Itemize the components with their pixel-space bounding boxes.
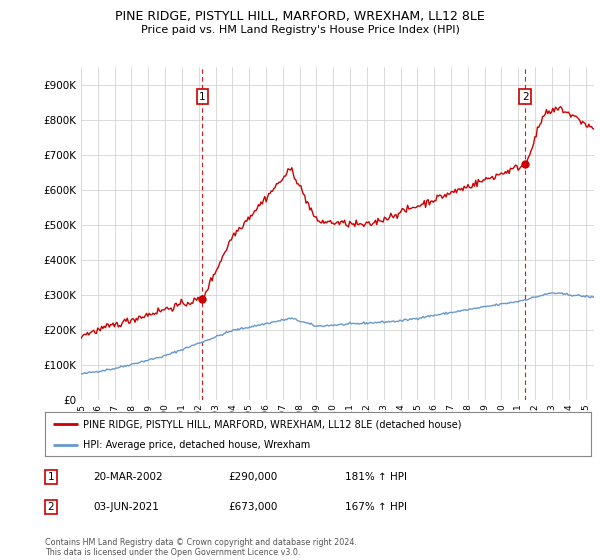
Text: Price paid vs. HM Land Registry's House Price Index (HPI): Price paid vs. HM Land Registry's House … [140, 25, 460, 35]
Text: £673,000: £673,000 [228, 502, 277, 512]
Text: PINE RIDGE, PISTYLL HILL, MARFORD, WREXHAM, LL12 8LE (detached house): PINE RIDGE, PISTYLL HILL, MARFORD, WREXH… [83, 419, 462, 429]
Text: 20-MAR-2002: 20-MAR-2002 [93, 472, 163, 482]
Text: 2: 2 [47, 502, 55, 512]
Text: 1: 1 [47, 472, 55, 482]
Text: HPI: Average price, detached house, Wrexham: HPI: Average price, detached house, Wrex… [83, 440, 310, 450]
Text: £290,000: £290,000 [228, 472, 277, 482]
Text: 03-JUN-2021: 03-JUN-2021 [93, 502, 159, 512]
Text: 167% ↑ HPI: 167% ↑ HPI [345, 502, 407, 512]
Text: 1: 1 [199, 92, 206, 102]
Text: Contains HM Land Registry data © Crown copyright and database right 2024.
This d: Contains HM Land Registry data © Crown c… [45, 538, 357, 557]
Text: PINE RIDGE, PISTYLL HILL, MARFORD, WREXHAM, LL12 8LE: PINE RIDGE, PISTYLL HILL, MARFORD, WREXH… [115, 10, 485, 23]
Text: 181% ↑ HPI: 181% ↑ HPI [345, 472, 407, 482]
Text: 2: 2 [522, 92, 529, 102]
